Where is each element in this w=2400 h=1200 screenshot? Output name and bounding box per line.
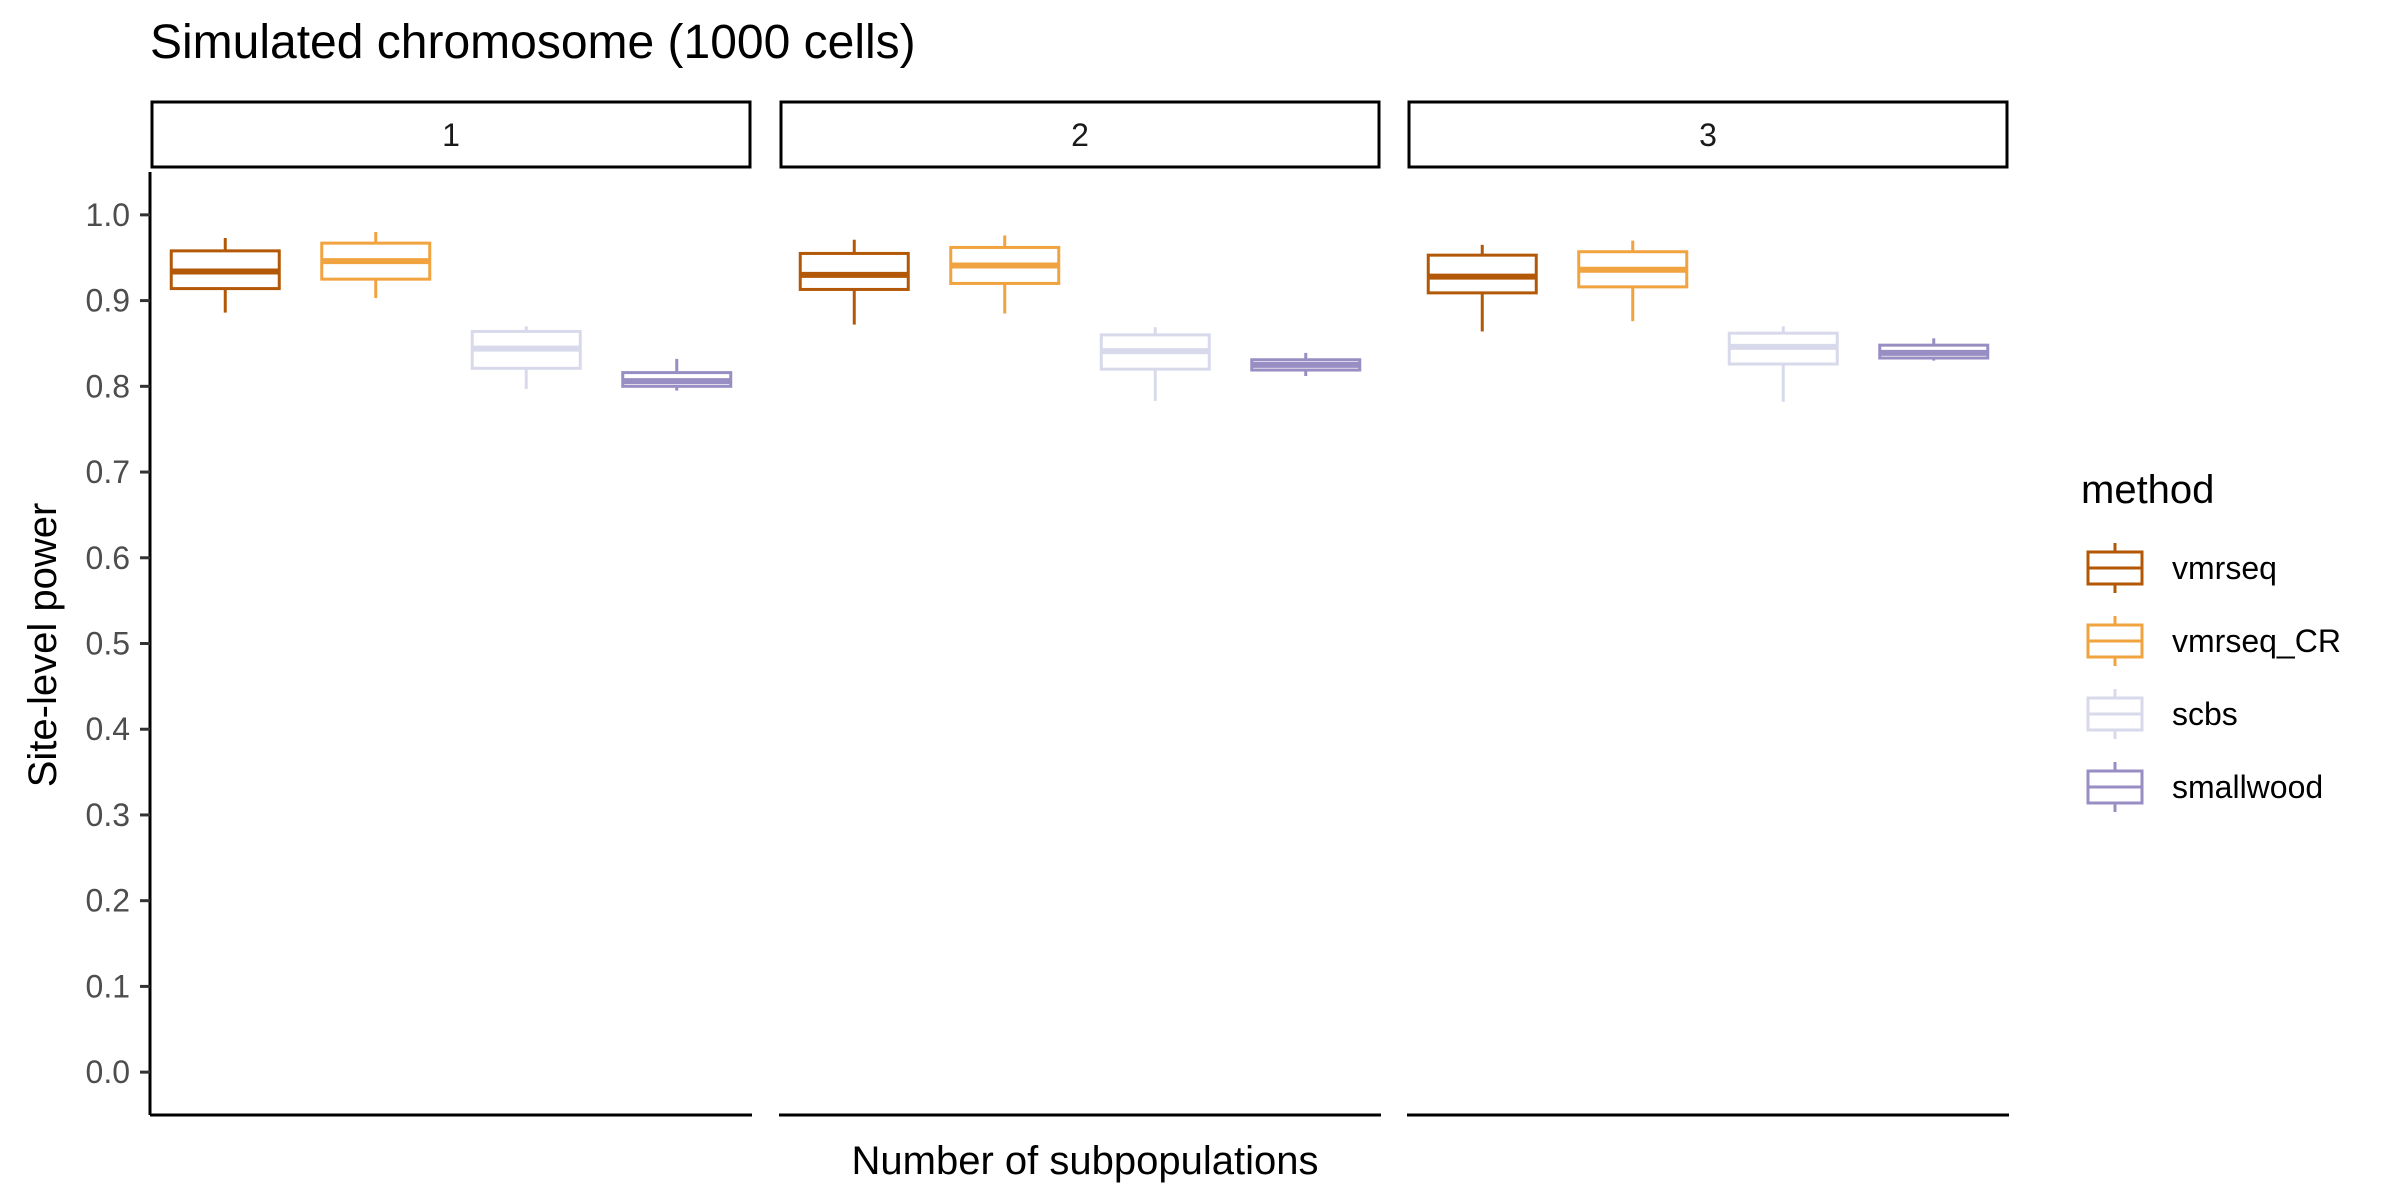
- box-vmrseq_CR-3: [1577, 240, 1689, 322]
- box-smallwood-2: [1250, 352, 1362, 377]
- facet-strip: [150, 100, 752, 169]
- legend-item-scbs: scbs: [2086, 689, 2238, 739]
- legend-label: vmrseq_CR: [2172, 623, 2341, 659]
- y-tick-label: 0.5: [86, 626, 130, 662]
- legend-key: [2086, 689, 2144, 739]
- box-scbs-2: [1099, 327, 1211, 401]
- box-vmrseq-2: [798, 239, 910, 325]
- legend-key: [2086, 543, 2144, 593]
- y-axis: 0.0 0.1 0.2 0.3 0.4 0.5 0.6 0.7 0.8 0.9 1.0: [86, 172, 152, 1115]
- box-scbs-1: [470, 326, 582, 389]
- y-tick-label: 0.4: [86, 711, 130, 747]
- facet-strip-label: 2: [1071, 117, 1089, 153]
- facet-panel-2: 2: [779, 100, 1381, 1117]
- x-axis-title: Number of subpopulations: [852, 1139, 1319, 1183]
- y-tick-label: 1.0: [86, 197, 130, 233]
- chart-title: Simulated chromosome (1000 cells): [150, 16, 916, 69]
- y-axis-title: Site-level power: [21, 503, 65, 788]
- box-smallwood-3: [1878, 338, 1990, 361]
- facet-strip: [779, 100, 1381, 169]
- box-vmrseq-1: [169, 238, 281, 313]
- y-tick-label: 0.3: [86, 797, 130, 833]
- box-vmrseq_CR-2: [949, 235, 1061, 314]
- facet-strip-label: 1: [442, 117, 460, 153]
- facet-strip-label: 3: [1699, 117, 1717, 153]
- y-tick-label: 0.8: [86, 368, 130, 404]
- box-iqr: [798, 251, 910, 291]
- legend-label: vmrseq: [2172, 550, 2277, 586]
- legend-key: [2086, 616, 2144, 666]
- box-vmrseq-3: [1426, 244, 1538, 332]
- legend-item-vmrseq_CR: vmrseq_CR: [2086, 616, 2341, 666]
- box-vmrseq_CR-1: [320, 232, 432, 299]
- legend-key: [2086, 762, 2144, 812]
- box-scbs-3: [1727, 326, 1839, 402]
- facet-panels: 1 2 3: [150, 100, 2009, 1117]
- legend-item-smallwood: smallwood: [2086, 762, 2323, 812]
- facet-panel-3: 3: [1407, 100, 2009, 1117]
- y-tick-label: 0.7: [86, 454, 130, 490]
- y-tick-label: 0.9: [86, 283, 130, 319]
- legend-item-vmrseq: vmrseq: [2086, 543, 2277, 593]
- legend-label: smallwood: [2172, 769, 2323, 805]
- y-tick-label: 0.6: [86, 540, 130, 576]
- y-tick-label: 0.0: [86, 1054, 130, 1090]
- facet-panel-1: 1: [150, 100, 752, 1117]
- y-tick-label: 0.1: [86, 968, 130, 1004]
- facet-strip: [1407, 100, 2009, 169]
- legend-label: scbs: [2172, 696, 2238, 732]
- y-tick-label: 0.2: [86, 883, 130, 919]
- box-smallwood-1: [621, 358, 733, 391]
- legend-title: method: [2081, 468, 2214, 512]
